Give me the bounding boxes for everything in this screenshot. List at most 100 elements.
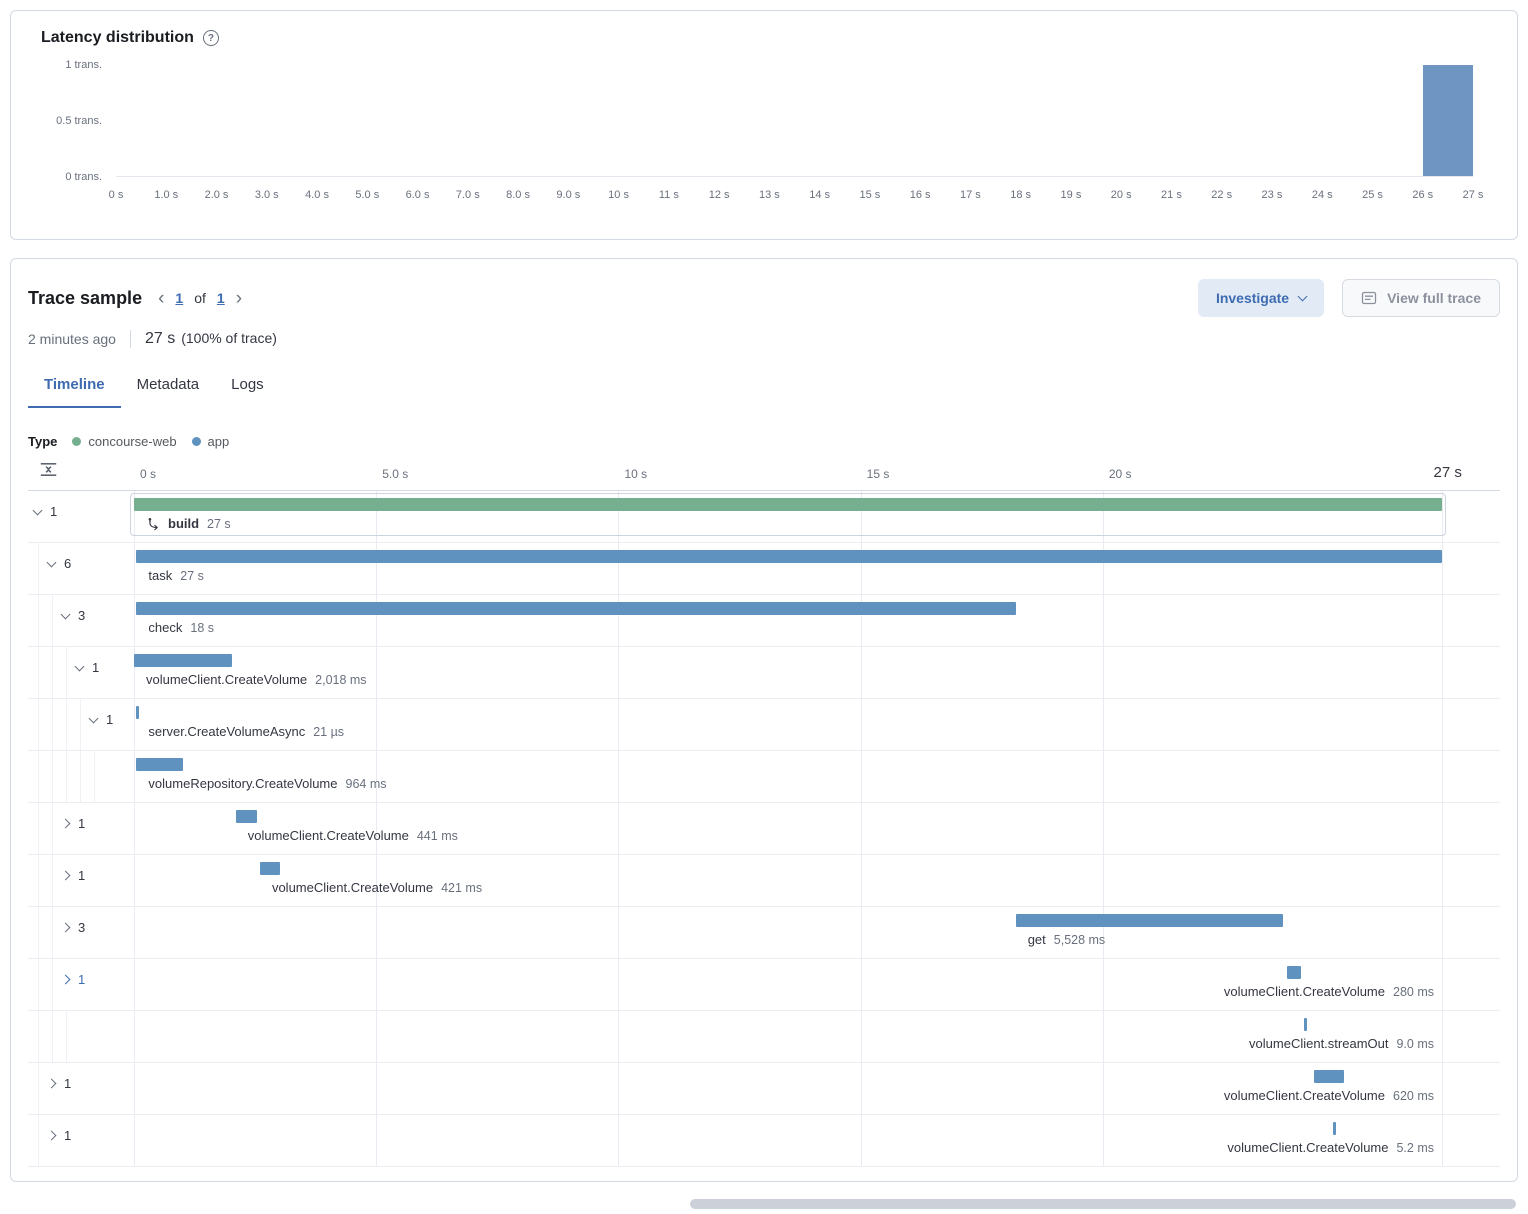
span-duration: 5.2 ms [1396, 1140, 1434, 1155]
x-axis-label: 8.0 s [506, 189, 530, 201]
chevron-down-icon [32, 505, 43, 515]
expand-children-toggle[interactable]: 1 [46, 1128, 71, 1143]
row-gutter: 6 [28, 543, 134, 594]
tree-guide-line [66, 647, 67, 698]
expand-children-toggle[interactable]: 1 [60, 972, 85, 987]
waterfall-row[interactable]: volumeRepository.CreateVolume 964 ms [28, 751, 1500, 803]
row-gutter [28, 1011, 134, 1062]
tab-timeline[interactable]: Timeline [28, 368, 121, 408]
waterfall-row[interactable]: 6 task 27 s [28, 543, 1500, 595]
span-duration: 5,528 ms [1053, 932, 1106, 947]
row-right-pad [1442, 699, 1500, 750]
span-bar[interactable] [1333, 1122, 1336, 1135]
row-gutter: 1 [28, 1115, 134, 1166]
ruler-tick-label: 10 s [624, 467, 648, 481]
span-name: volumeClient.CreateVolume [146, 672, 308, 687]
collapse-children-toggle[interactable]: 6 [46, 556, 71, 571]
x-axis-label: 20 s [1110, 189, 1132, 201]
span-bar[interactable] [1313, 1070, 1344, 1083]
span-name: volumeRepository.CreateVolume [148, 776, 338, 791]
row-track: volumeClient.CreateVolume 5.2 ms [134, 1115, 1442, 1166]
ruler-tick-label: 0 s [140, 467, 157, 481]
span-bar[interactable] [136, 550, 1442, 563]
collapse-all-icon[interactable] [39, 460, 58, 484]
span-bar[interactable] [1303, 1018, 1307, 1031]
span-name: task [148, 568, 173, 583]
waterfall-row[interactable]: 3 get 5,528 ms [28, 907, 1500, 959]
x-axis-label: 5.0 s [355, 189, 380, 201]
tab-logs[interactable]: Logs [231, 376, 264, 393]
x-axis-label: 26 s [1412, 189, 1434, 201]
expand-children-toggle[interactable]: 1 [46, 1076, 71, 1091]
tab-metadata[interactable]: Metadata [136, 376, 200, 393]
span-bar[interactable] [136, 758, 184, 771]
tree-guide-line [38, 855, 39, 906]
expand-children-toggle[interactable]: 1 [60, 816, 85, 831]
x-axis-label: 25 s [1362, 189, 1383, 201]
span-bar[interactable] [136, 706, 140, 719]
span-name: server.CreateVolumeAsync [148, 724, 306, 739]
collapse-children-toggle[interactable]: 1 [74, 660, 99, 675]
legend-label: app [207, 434, 230, 449]
waterfall-row[interactable]: volumeClient.streamOut 9.0 ms [28, 1011, 1500, 1063]
span-bar[interactable] [1286, 966, 1301, 979]
x-axis-label: 19 s [1060, 189, 1082, 201]
tree-guide-line [52, 699, 53, 750]
span-bar[interactable] [1015, 914, 1284, 927]
waterfall-row[interactable]: 1 volumeClient.CreateVolume 421 ms [28, 855, 1500, 907]
row-gutter: 1 [28, 855, 134, 906]
child-count: 3 [78, 608, 86, 623]
x-axis-label: 13 s [758, 189, 780, 201]
collapse-children-toggle[interactable]: 3 [60, 608, 86, 623]
span-bar[interactable] [134, 498, 1442, 511]
waterfall-row[interactable]: 3 check 18 s [28, 595, 1500, 647]
trace-duration-note: (100% of trace) [181, 330, 277, 346]
x-axis-label: 24 s [1311, 189, 1333, 201]
histogram-bar[interactable] [1422, 65, 1473, 176]
current-page-link[interactable]: 1 [175, 290, 184, 306]
span-name: build [168, 516, 200, 531]
trace-sample-panel: Trace sample ‹ 1 of 1 › Investigate View… [10, 258, 1518, 1182]
total-pages-link[interactable]: 1 [216, 290, 225, 306]
investigate-button[interactable]: Investigate [1197, 279, 1325, 317]
trace-meta: 2 minutes ago 27 s (100% of trace) [28, 330, 1500, 348]
span-label: volumeClient.CreateVolume 2,018 ms [146, 672, 367, 687]
waterfall-row[interactable]: 1 volumeClient.CreateVolume 441 ms [28, 803, 1500, 855]
span-bar[interactable] [235, 810, 258, 823]
span-bar[interactable] [136, 602, 1016, 615]
row-track: volumeClient.CreateVolume 441 ms [134, 803, 1442, 854]
ruler-tick-label: 27 s [1433, 464, 1462, 481]
help-icon[interactable]: ? [202, 30, 219, 46]
row-right-pad [1442, 1063, 1500, 1114]
next-sample-button[interactable]: › [235, 287, 243, 309]
span-bar[interactable] [134, 654, 232, 667]
tree-guide-line [94, 751, 95, 802]
waterfall-row[interactable]: 1 volumeClient.CreateVolume 5.2 ms [28, 1115, 1500, 1167]
row-gutter: 1 [28, 647, 134, 698]
collapse-children-toggle[interactable]: 1 [32, 504, 57, 519]
waterfall-row[interactable]: 1 build 27 s [28, 491, 1500, 543]
collapse-children-toggle[interactable]: 1 [88, 712, 113, 727]
waterfall-row[interactable]: 1 volumeClient.CreateVolume 2,018 ms [28, 647, 1500, 699]
waterfall-row[interactable]: 1 volumeClient.CreateVolume 280 ms [28, 959, 1500, 1011]
span-name: check [148, 620, 183, 635]
chevron-down-icon [88, 713, 99, 723]
latency-distribution-panel: Latency distribution ? 1 trans. 0.5 trans… [10, 10, 1518, 240]
x-axis-label: 6.0 s [405, 189, 430, 201]
tree-guide-line [52, 595, 53, 646]
span-bar[interactable] [259, 862, 281, 875]
waterfall-row[interactable]: 1 server.CreateVolumeAsync 21 µs [28, 699, 1500, 751]
chart-plot [116, 65, 1473, 177]
expand-children-toggle[interactable]: 1 [60, 868, 85, 883]
pager-of-label: of [194, 290, 206, 306]
chevron-right-icon [60, 818, 71, 829]
span-label: volumeRepository.CreateVolume 964 ms [148, 776, 386, 791]
span-label: volumeClient.CreateVolume 5.2 ms [1227, 1140, 1434, 1155]
row-right-pad [1442, 543, 1500, 594]
expand-children-toggle[interactable]: 3 [60, 920, 85, 935]
horizontal-scrollbar[interactable] [690, 1199, 1516, 1209]
row-right-pad [1442, 647, 1500, 698]
prev-sample-button[interactable]: ‹ [158, 287, 165, 309]
waterfall-row[interactable]: 1 volumeClient.CreateVolume 620 ms [28, 1063, 1500, 1115]
view-full-trace-button[interactable]: View full trace [1342, 279, 1500, 317]
